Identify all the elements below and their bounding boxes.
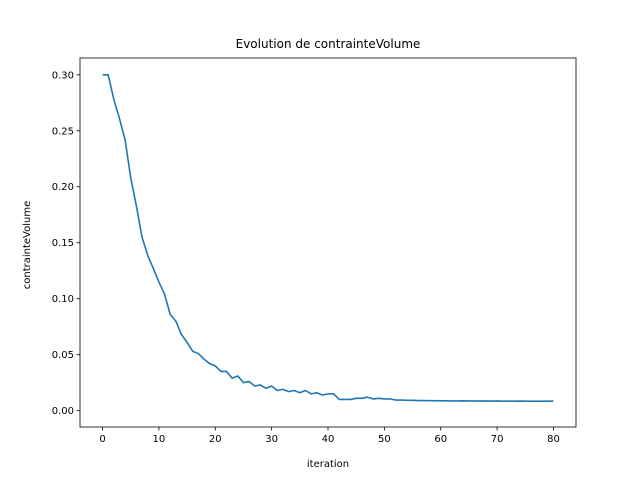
x-axis-label: iteration xyxy=(307,459,349,470)
y-axis-label: contrainteVolume xyxy=(22,201,33,290)
x-tick-label: 10 xyxy=(153,434,166,445)
x-tick-label: 60 xyxy=(434,434,447,445)
x-tick-label: 70 xyxy=(491,434,504,445)
y-tick-label: 0.10 xyxy=(52,294,74,305)
y-tick-label: 0.05 xyxy=(52,350,74,361)
series-line xyxy=(102,73,554,402)
x-tick-label: 80 xyxy=(547,434,560,445)
x-tick-label: 0 xyxy=(99,434,105,445)
x-tick-label: 30 xyxy=(265,434,278,445)
y-tick-label: 0.25 xyxy=(52,126,74,137)
x-tick-label: 20 xyxy=(209,434,222,445)
y-tick-label: 0.15 xyxy=(52,238,74,249)
y-tick-label: 0.30 xyxy=(52,70,74,81)
x-tick-label: 50 xyxy=(378,434,391,445)
plot-area: 0 10 20 30 40 50 60 70 80 0.00 0.05 0.10 0.15 0.20 0.2… xyxy=(52,57,577,445)
y-tick-label: 0.20 xyxy=(52,182,74,193)
x-tick-label: 40 xyxy=(322,434,335,445)
y-tick-label: 0.00 xyxy=(52,406,74,417)
chart-title: Evolution de contrainteVolume xyxy=(236,37,421,51)
